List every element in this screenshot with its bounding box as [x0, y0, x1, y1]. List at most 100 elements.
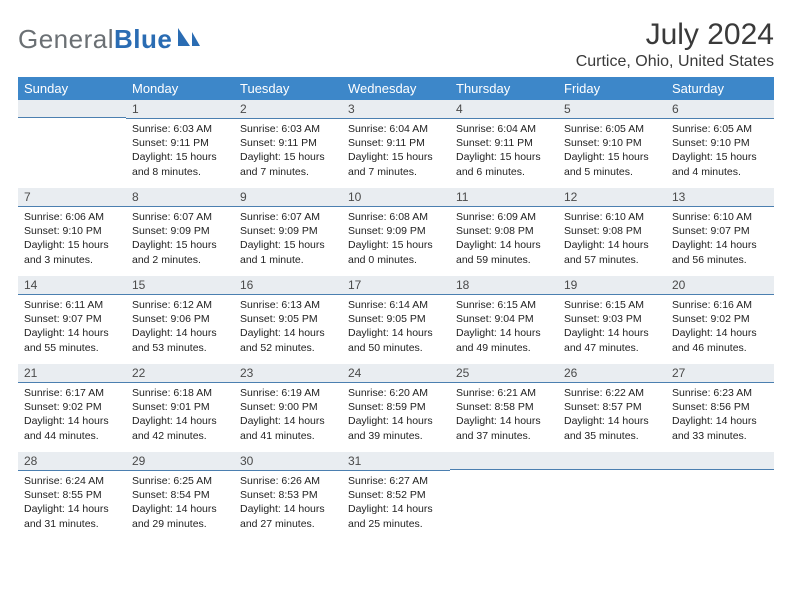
calendar-day-cell: 1 Sunrise: 6:03 AMSunset: 9:11 PMDaylight…: [126, 100, 234, 188]
day-number-bar: 31: [342, 452, 450, 471]
calendar-day-cell: 19Sunrise: 6:15 AMSunset: 9:03 PMDayligh…: [558, 276, 666, 364]
sunset-text: Sunset: 9:09 PM: [348, 224, 444, 238]
weekday-header: Saturday: [666, 77, 774, 100]
calendar-day-cell: 31Sunrise: 6:27 AMSunset: 8:52 PMDayligh…: [342, 452, 450, 540]
sunrise-text: Sunrise: 6:10 AM: [564, 210, 660, 224]
day-number-bar: 7: [18, 188, 126, 207]
sunset-text: Sunset: 8:59 PM: [348, 400, 444, 414]
day-number-bar: 9: [234, 188, 342, 207]
logo-text-general: General: [18, 24, 114, 54]
day-number-bar: 25: [450, 364, 558, 383]
day-cell-body: Sunrise: 6:24 AMSunset: 8:55 PMDaylight:…: [18, 471, 126, 535]
day-cell-body: Sunrise: 6:23 AMSunset: 8:56 PMDaylight:…: [666, 383, 774, 447]
calendar-day-cell: 29 Sunrise: 6:25 AMSunset: 8:54 PMDayligh…: [126, 452, 234, 540]
day-number-bar: 29: [126, 452, 234, 471]
sunrise-text: Sunrise: 6:03 AM: [240, 122, 336, 136]
calendar-week-row: 28Sunrise: 6:24 AMSunset: 8:55 PMDayligh…: [18, 452, 774, 540]
weekday-header: Thursday: [450, 77, 558, 100]
calendar-day-cell: 24Sunrise: 6:20 AMSunset: 8:59 PMDayligh…: [342, 364, 450, 452]
day-cell-body: Sunrise: 6:15 AMSunset: 9:04 PMDaylight:…: [450, 295, 558, 359]
daylight-text: Daylight: 14 hours and 37 minutes.: [456, 414, 552, 442]
sunset-text: Sunset: 9:11 PM: [456, 136, 552, 150]
calendar-day-cell: 6Sunrise: 6:05 AMSunset: 9:10 PMDaylight…: [666, 100, 774, 188]
day-number-bar: 12: [558, 188, 666, 207]
calendar-day-cell: 28Sunrise: 6:24 AMSunset: 8:55 PMDayligh…: [18, 452, 126, 540]
daylight-text: Daylight: 14 hours and 49 minutes.: [456, 326, 552, 354]
calendar-day-cell: 12Sunrise: 6:10 AMSunset: 9:08 PMDayligh…: [558, 188, 666, 276]
calendar-day-cell: 20Sunrise: 6:16 AMSunset: 9:02 PMDayligh…: [666, 276, 774, 364]
calendar-day-cell: 26Sunrise: 6:22 AMSunset: 8:57 PMDayligh…: [558, 364, 666, 452]
day-cell-body: Sunrise: 6:05 AMSunset: 9:10 PMDaylight:…: [666, 119, 774, 183]
day-cell-body: Sunrise: 6:10 AMSunset: 9:07 PMDaylight:…: [666, 207, 774, 271]
sunrise-text: Sunrise: 6:09 AM: [456, 210, 552, 224]
calendar-day-cell: 17Sunrise: 6:14 AMSunset: 9:05 PMDayligh…: [342, 276, 450, 364]
daylight-text: Daylight: 15 hours and 3 minutes.: [24, 238, 120, 266]
calendar-day-cell: 22Sunrise: 6:18 AMSunset: 9:01 PMDayligh…: [126, 364, 234, 452]
day-number-bar: 23: [234, 364, 342, 383]
daylight-text: Daylight: 14 hours and 55 minutes.: [24, 326, 120, 354]
sunset-text: Sunset: 9:03 PM: [564, 312, 660, 326]
daylight-text: Daylight: 14 hours and 25 minutes.: [348, 502, 444, 530]
day-cell-body: Sunrise: 6:13 AMSunset: 9:05 PMDaylight:…: [234, 295, 342, 359]
sunset-text: Sunset: 9:04 PM: [456, 312, 552, 326]
sunset-text: Sunset: 9:08 PM: [456, 224, 552, 238]
daylight-text: Daylight: 14 hours and 29 minutes.: [132, 502, 228, 530]
sunrise-text: Sunrise: 6:14 AM: [348, 298, 444, 312]
calendar-day-cell: 25Sunrise: 6:21 AMSunset: 8:58 PMDayligh…: [450, 364, 558, 452]
sunrise-text: Sunrise: 6:21 AM: [456, 386, 552, 400]
daylight-text: Daylight: 15 hours and 2 minutes.: [132, 238, 228, 266]
day-number-bar: 14: [18, 276, 126, 295]
sunset-text: Sunset: 9:05 PM: [240, 312, 336, 326]
day-cell-body: Sunrise: 6:06 AMSunset: 9:10 PMDaylight:…: [18, 207, 126, 271]
sunrise-text: Sunrise: 6:17 AM: [24, 386, 120, 400]
calendar-day-cell: 5Sunrise: 6:05 AMSunset: 9:10 PMDaylight…: [558, 100, 666, 188]
daylight-text: Daylight: 14 hours and 27 minutes.: [240, 502, 336, 530]
day-number-bar: [450, 452, 558, 470]
day-number-bar: 10: [342, 188, 450, 207]
sunrise-text: Sunrise: 6:04 AM: [456, 122, 552, 136]
day-number-bar: 1: [126, 100, 234, 119]
sunset-text: Sunset: 9:01 PM: [132, 400, 228, 414]
day-cell-body: Sunrise: 6:22 AMSunset: 8:57 PMDaylight:…: [558, 383, 666, 447]
day-number-bar: 11: [450, 188, 558, 207]
sunrise-text: Sunrise: 6:24 AM: [24, 474, 120, 488]
sunrise-text: Sunrise: 6:25 AM: [132, 474, 228, 488]
daylight-text: Daylight: 14 hours and 52 minutes.: [240, 326, 336, 354]
daylight-text: Daylight: 14 hours and 56 minutes.: [672, 238, 768, 266]
calendar-day-cell: 15Sunrise: 6:12 AMSunset: 9:06 PMDayligh…: [126, 276, 234, 364]
sunset-text: Sunset: 9:10 PM: [672, 136, 768, 150]
day-cell-body: Sunrise: 6:21 AMSunset: 8:58 PMDaylight:…: [450, 383, 558, 447]
day-cell-body: Sunrise: 6:04 AMSunset: 9:11 PMDaylight:…: [450, 119, 558, 183]
sunset-text: Sunset: 8:54 PM: [132, 488, 228, 502]
calendar-day-cell: 18Sunrise: 6:15 AMSunset: 9:04 PMDayligh…: [450, 276, 558, 364]
sunset-text: Sunset: 8:58 PM: [456, 400, 552, 414]
sunset-text: Sunset: 8:52 PM: [348, 488, 444, 502]
sunrise-text: Sunrise: 6:08 AM: [348, 210, 444, 224]
sunrise-text: Sunrise: 6:23 AM: [672, 386, 768, 400]
daylight-text: Daylight: 15 hours and 8 minutes.: [132, 150, 228, 178]
sunset-text: Sunset: 9:11 PM: [132, 136, 228, 150]
day-number-bar: 13: [666, 188, 774, 207]
day-number-bar: 26: [558, 364, 666, 383]
sunrise-text: Sunrise: 6:03 AM: [132, 122, 228, 136]
sunset-text: Sunset: 9:09 PM: [132, 224, 228, 238]
day-number-bar: 5: [558, 100, 666, 119]
sunrise-text: Sunrise: 6:12 AM: [132, 298, 228, 312]
sunset-text: Sunset: 9:10 PM: [564, 136, 660, 150]
day-number-bar: 20: [666, 276, 774, 295]
weekday-header: Tuesday: [234, 77, 342, 100]
daylight-text: Daylight: 14 hours and 44 minutes.: [24, 414, 120, 442]
sunset-text: Sunset: 9:00 PM: [240, 400, 336, 414]
calendar-day-cell: 3Sunrise: 6:04 AMSunset: 9:11 PMDaylight…: [342, 100, 450, 188]
sunrise-text: Sunrise: 6:06 AM: [24, 210, 120, 224]
daylight-text: Daylight: 14 hours and 46 minutes.: [672, 326, 768, 354]
daylight-text: Daylight: 14 hours and 31 minutes.: [24, 502, 120, 530]
sunset-text: Sunset: 8:53 PM: [240, 488, 336, 502]
calendar-day-cell: 27Sunrise: 6:23 AMSunset: 8:56 PMDayligh…: [666, 364, 774, 452]
day-number-bar: 24: [342, 364, 450, 383]
calendar-day-cell: 21Sunrise: 6:17 AMSunset: 9:02 PMDayligh…: [18, 364, 126, 452]
day-cell-body: Sunrise: 6:17 AMSunset: 9:02 PMDaylight:…: [18, 383, 126, 447]
logo: GeneralBlue: [18, 24, 202, 55]
day-number-bar: [558, 452, 666, 470]
calendar-day-cell: 11Sunrise: 6:09 AMSunset: 9:08 PMDayligh…: [450, 188, 558, 276]
